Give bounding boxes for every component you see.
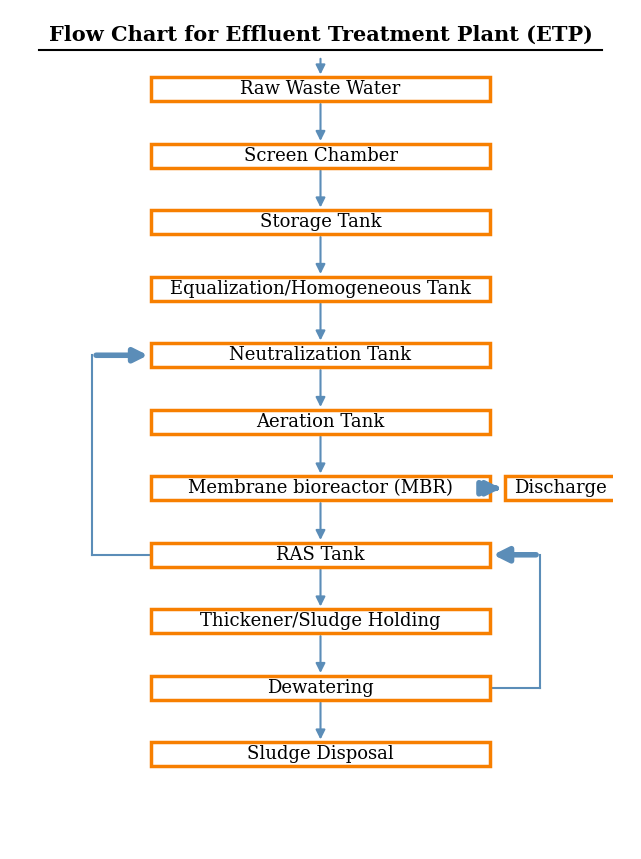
Text: Discharge: Discharge bbox=[514, 479, 607, 497]
Text: Membrane bioreactor (MBR): Membrane bioreactor (MBR) bbox=[188, 479, 453, 497]
Text: Storage Tank: Storage Tank bbox=[260, 213, 381, 231]
FancyBboxPatch shape bbox=[151, 476, 490, 500]
Text: Flow Chart for Effluent Treatment Plant (ETP): Flow Chart for Effluent Treatment Plant … bbox=[49, 25, 592, 46]
FancyBboxPatch shape bbox=[151, 742, 490, 766]
Text: Neutralization Tank: Neutralization Tank bbox=[229, 346, 412, 364]
Text: Thickener/Sludge Holding: Thickener/Sludge Holding bbox=[200, 612, 441, 631]
FancyBboxPatch shape bbox=[505, 476, 616, 500]
FancyBboxPatch shape bbox=[151, 543, 490, 567]
Text: Screen Chamber: Screen Chamber bbox=[244, 147, 397, 165]
FancyBboxPatch shape bbox=[151, 609, 490, 633]
Text: RAS Tank: RAS Tank bbox=[276, 545, 365, 564]
Text: Raw Waste Water: Raw Waste Water bbox=[240, 80, 401, 98]
FancyBboxPatch shape bbox=[151, 277, 490, 301]
FancyBboxPatch shape bbox=[151, 676, 490, 700]
Text: Aeration Tank: Aeration Tank bbox=[256, 413, 385, 430]
FancyBboxPatch shape bbox=[151, 410, 490, 434]
FancyBboxPatch shape bbox=[151, 344, 490, 368]
Text: Equalization/Homogeneous Tank: Equalization/Homogeneous Tank bbox=[170, 280, 471, 298]
Text: Dewatering: Dewatering bbox=[267, 679, 374, 697]
FancyBboxPatch shape bbox=[151, 210, 490, 235]
FancyBboxPatch shape bbox=[151, 143, 490, 168]
Text: Sludge Disposal: Sludge Disposal bbox=[247, 746, 394, 764]
FancyBboxPatch shape bbox=[151, 77, 490, 101]
